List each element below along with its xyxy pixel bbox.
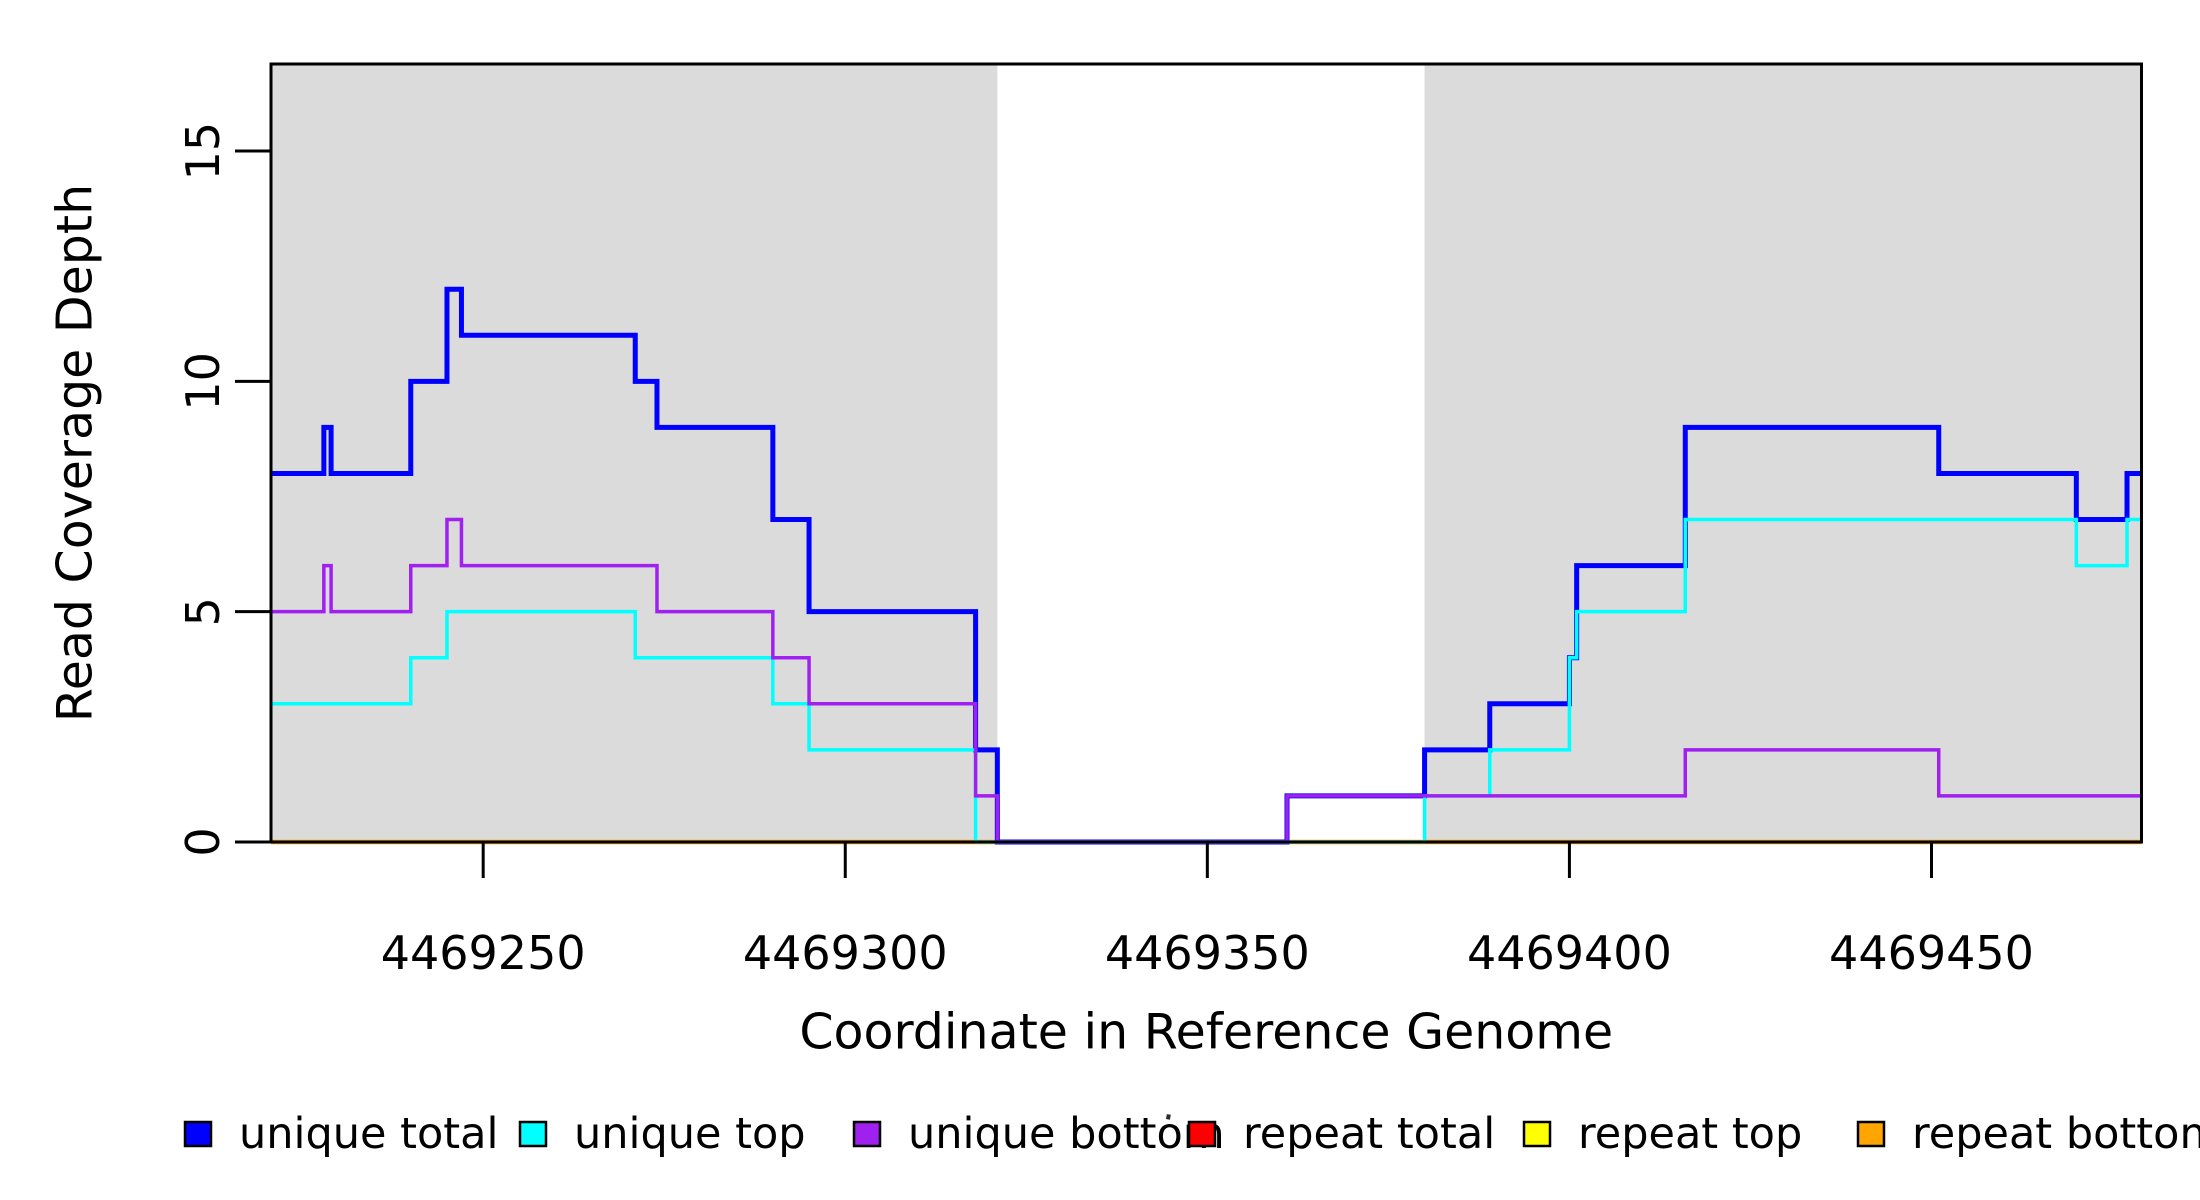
legend-swatch bbox=[518, 1120, 548, 1148]
legend-swatch bbox=[1187, 1120, 1217, 1148]
y-tick-label: 5 bbox=[176, 597, 230, 626]
legend-label: repeat total bbox=[1243, 1109, 1495, 1159]
step-line-unique-bottom bbox=[271, 517, 2142, 844]
y-tick-label: 0 bbox=[176, 827, 230, 856]
legend-item-repeat-bottom: repeat bottom bbox=[1856, 1109, 2200, 1159]
legend-swatch bbox=[852, 1120, 882, 1148]
x-axis-title: Coordinate in Reference Genome bbox=[799, 1004, 1613, 1061]
x-tick-label: 4469400 bbox=[1467, 926, 1672, 980]
legend-label: unique top bbox=[574, 1109, 806, 1159]
x-tick-label: 4469450 bbox=[1829, 926, 2034, 980]
unique-region-left bbox=[271, 64, 998, 842]
legend-item-unique-top: unique top bbox=[518, 1109, 806, 1159]
step-line-unique-top bbox=[271, 517, 2142, 844]
legend-item-repeat-total: repeat total bbox=[1187, 1109, 1495, 1159]
legend-item-unique-bottom: unique bottom bbox=[852, 1109, 1225, 1159]
x-tick-label: 4469300 bbox=[743, 926, 948, 980]
legend: unique total unique top unique bottom repea… bbox=[183, 1109, 2200, 1159]
y-tick-label: 10 bbox=[176, 352, 230, 411]
unique-region-right bbox=[1424, 64, 2142, 842]
x-tick-label: 4469250 bbox=[381, 926, 586, 980]
y-axis-title: Read Coverage Depth bbox=[47, 184, 104, 722]
legend-swatch bbox=[1522, 1120, 1552, 1148]
legend-swatch bbox=[1856, 1120, 1886, 1148]
y-tick-label: 15 bbox=[176, 122, 230, 181]
legend-item-repeat-top: repeat top bbox=[1522, 1109, 1802, 1159]
legend-label: unique total bbox=[239, 1109, 498, 1159]
stray-mark bbox=[1166, 1114, 1171, 1120]
legend-label: unique bottom bbox=[908, 1109, 1225, 1159]
x-tick-label: 4469350 bbox=[1105, 926, 1310, 980]
legend-label: repeat bottom bbox=[1912, 1109, 2200, 1159]
legend-swatch bbox=[183, 1120, 213, 1148]
legend-label: repeat top bbox=[1578, 1109, 1802, 1159]
step-line-unique-total bbox=[271, 286, 2142, 845]
legend-item-unique-total: unique total bbox=[183, 1109, 498, 1159]
